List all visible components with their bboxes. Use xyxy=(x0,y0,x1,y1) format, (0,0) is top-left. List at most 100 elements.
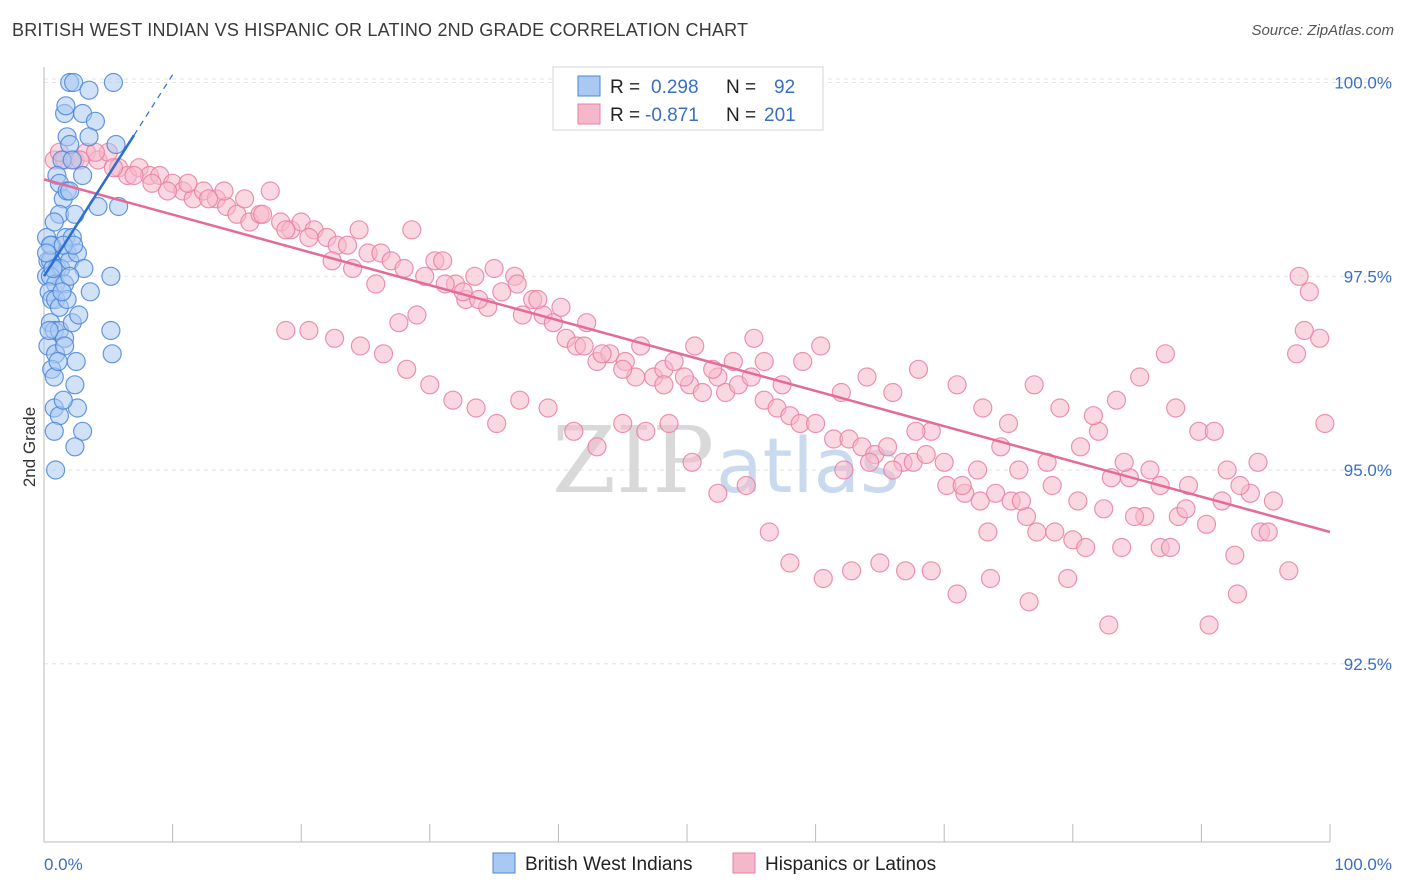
legend-r-label: R = xyxy=(610,77,640,98)
pink-point xyxy=(636,421,656,441)
pink-point xyxy=(985,483,1006,503)
series-legend: British West Indians Hispanics or Latino… xyxy=(492,852,936,875)
blue-trend-line xyxy=(42,134,136,277)
blue-point xyxy=(60,266,80,286)
pink-point xyxy=(895,561,916,581)
pink-point xyxy=(1166,398,1186,418)
blue-point xyxy=(103,72,124,93)
blue-point xyxy=(106,134,126,155)
pink-point xyxy=(1279,561,1299,581)
legend-n-value: 201 xyxy=(764,105,796,126)
pink-point xyxy=(613,413,633,434)
pink-point xyxy=(1042,475,1062,496)
blue-point xyxy=(53,390,73,410)
pink-point xyxy=(1070,437,1091,457)
pink-point xyxy=(708,483,728,503)
pink-point xyxy=(587,437,607,457)
pink-point xyxy=(654,375,674,395)
pink-point xyxy=(870,553,890,573)
pink-point xyxy=(564,421,584,441)
pink-point xyxy=(366,274,386,294)
legend-r-value: 0.298 xyxy=(651,77,699,98)
pink-point xyxy=(397,359,417,379)
pink-point xyxy=(157,181,178,201)
blue-point xyxy=(62,150,82,170)
pink-point xyxy=(934,452,954,472)
blue-point xyxy=(79,80,99,100)
pink-point xyxy=(142,173,162,193)
blue-point xyxy=(45,460,66,480)
pink-point xyxy=(1230,475,1250,496)
pink-point xyxy=(1140,460,1160,480)
blue-point xyxy=(44,212,64,232)
pink-point xyxy=(337,235,358,255)
pink-point xyxy=(947,375,967,395)
legend-series-blue: British West Indians xyxy=(525,854,693,875)
pink-point xyxy=(484,258,504,279)
pink-point xyxy=(235,189,255,209)
blue-point xyxy=(65,437,85,457)
trend-lines xyxy=(42,74,1331,534)
pink-point xyxy=(487,413,507,434)
y-tick-label: 100.0% xyxy=(1334,74,1392,93)
pink-point xyxy=(883,460,903,480)
pink-point xyxy=(674,367,695,387)
pink-point xyxy=(1160,537,1181,558)
hispanic-points xyxy=(44,142,1335,635)
pink-point xyxy=(921,561,941,581)
pink-point xyxy=(859,452,880,472)
pink-point xyxy=(466,398,486,418)
source-label: Source: ZipAtlas.com xyxy=(1251,22,1394,39)
legend-swatch-blue xyxy=(492,852,516,874)
pink-point xyxy=(394,258,414,279)
pink-point xyxy=(420,375,440,395)
pink-point xyxy=(1178,475,1199,496)
pink-point xyxy=(1099,615,1119,635)
pink-point xyxy=(978,522,998,542)
y-tick-label: 92.5% xyxy=(1344,655,1392,674)
pink-point xyxy=(276,320,296,341)
pink-point xyxy=(877,437,898,457)
pink-point xyxy=(970,491,990,511)
blue-point xyxy=(39,320,59,341)
pink-point xyxy=(1058,568,1078,589)
pink-point xyxy=(389,313,409,333)
pink-point xyxy=(1225,545,1245,565)
pink-point xyxy=(947,584,967,604)
pink-point xyxy=(1027,522,1047,542)
y-tick-labels: 92.5% 95.0% 97.5% 100.0% xyxy=(1334,74,1392,674)
pink-point xyxy=(350,336,370,356)
pink-point xyxy=(538,398,558,418)
pink-point xyxy=(1294,320,1314,341)
pink-point xyxy=(1299,282,1320,302)
pink-point xyxy=(834,460,854,480)
pink-point xyxy=(754,351,774,372)
pink-point xyxy=(883,382,903,403)
pink-point xyxy=(1024,375,1044,395)
pink-point xyxy=(1176,499,1196,519)
pink-point xyxy=(1094,499,1114,519)
pink-point xyxy=(805,413,826,434)
legend-series-pink: Hispanics or Latinos xyxy=(765,854,936,875)
pink-point xyxy=(998,413,1019,434)
pink-point xyxy=(465,266,485,286)
pink-point xyxy=(811,336,831,356)
pink-point xyxy=(813,568,833,589)
pink-point xyxy=(1124,506,1145,527)
pink-point xyxy=(857,367,877,387)
pink-point xyxy=(906,421,926,441)
pink-point xyxy=(780,553,800,573)
pink-point xyxy=(492,282,512,302)
y-axis-label: 2nd Grade xyxy=(20,407,39,487)
y-tick-label: 97.5% xyxy=(1344,267,1392,286)
pink-point xyxy=(1130,367,1150,387)
blue-point xyxy=(101,266,121,286)
pink-point xyxy=(1217,460,1237,480)
x-tick-labels: 0.0% 100.0% xyxy=(44,855,1392,874)
pink-point xyxy=(299,320,319,341)
blue-point xyxy=(102,344,122,364)
pink-point xyxy=(1019,592,1039,612)
pink-point xyxy=(1011,491,1032,511)
pink-point xyxy=(574,336,594,356)
